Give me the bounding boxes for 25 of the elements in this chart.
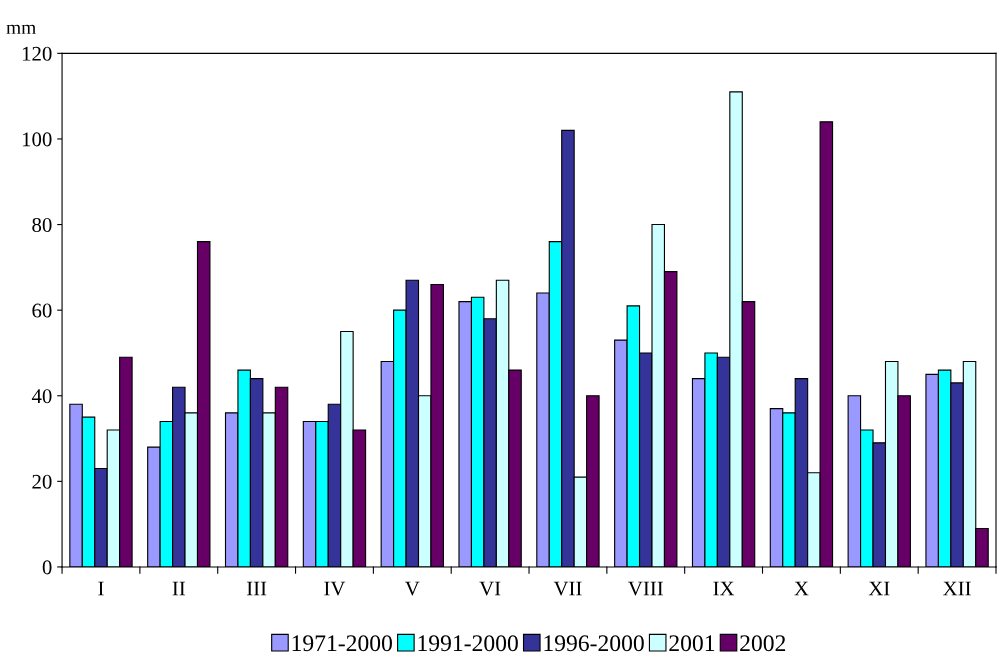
x-tick-label: VI <box>479 581 501 596</box>
legend-label: 1991-2000 <box>418 635 518 652</box>
y-tick-label: 20 <box>32 474 52 489</box>
legend-label: 1996-2000 <box>544 635 644 652</box>
legend-label: 2002 <box>740 635 786 652</box>
y-tick-label: 120 <box>22 46 52 61</box>
x-tick-label: XII <box>943 581 971 596</box>
y-tick-label: 0 <box>42 560 52 575</box>
y-axis-title: mm <box>6 24 36 34</box>
x-tick-label: X <box>794 581 809 596</box>
legend-label: 1971-2000 <box>292 635 392 652</box>
y-tick-label: 60 <box>32 303 52 318</box>
y-tick-label: 40 <box>31 389 52 404</box>
x-tick-label: IX <box>713 581 735 596</box>
x-tick-label: V <box>405 581 420 596</box>
legend-label: 2001 <box>669 635 715 652</box>
y-tick-label: 100 <box>22 132 52 147</box>
x-tick-label: II <box>172 581 186 596</box>
x-tick-label: VIII <box>628 581 663 596</box>
x-tick-label: XI <box>868 581 890 596</box>
x-tick-label: IV <box>324 581 346 596</box>
y-tick-label: 80 <box>32 217 52 232</box>
x-tick-label: III <box>246 581 267 596</box>
x-tick-label: VII <box>553 581 582 596</box>
x-tick-label: I <box>98 581 104 596</box>
